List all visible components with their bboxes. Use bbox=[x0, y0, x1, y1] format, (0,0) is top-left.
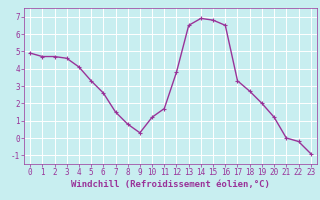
X-axis label: Windchill (Refroidissement éolien,°C): Windchill (Refroidissement éolien,°C) bbox=[71, 180, 270, 189]
